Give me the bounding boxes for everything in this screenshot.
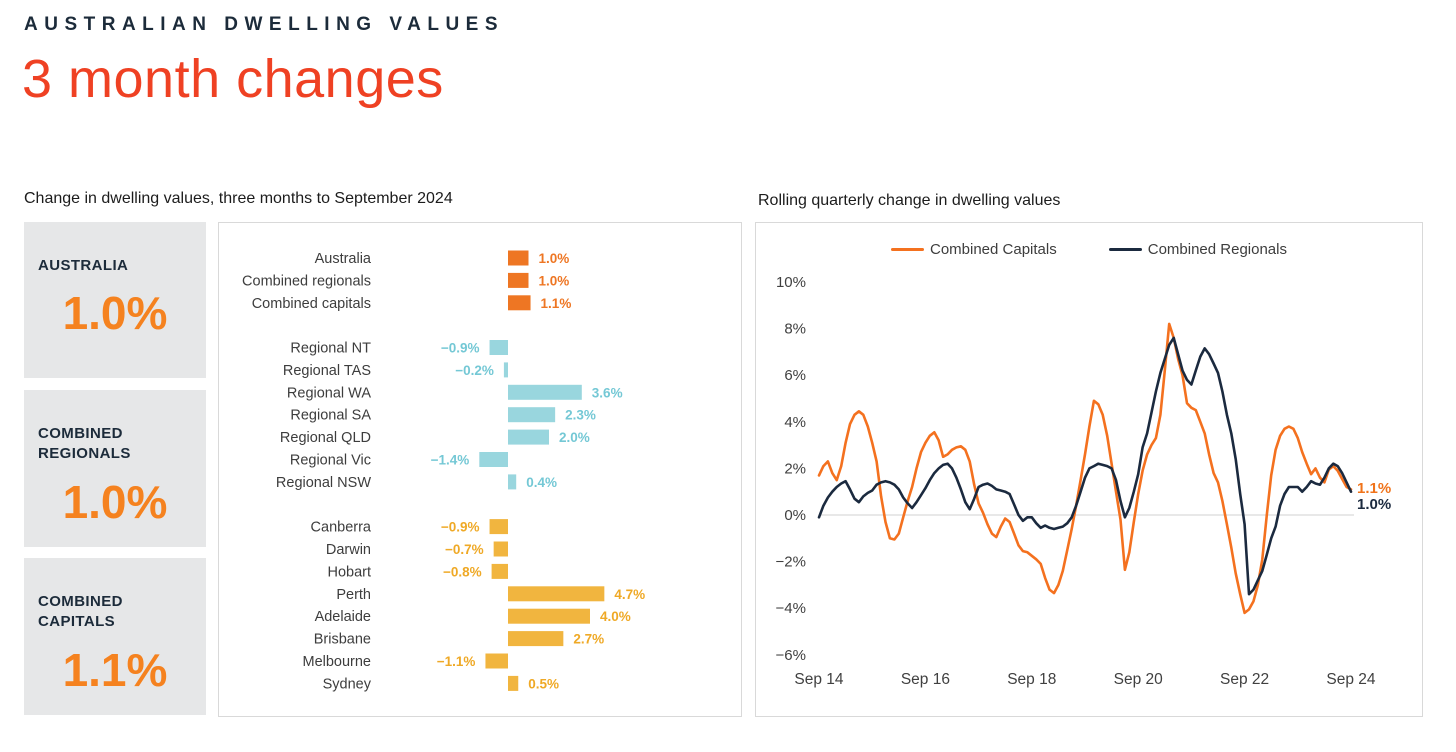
bar-row-label: Sydney	[323, 676, 372, 692]
bar-value-label: −0.7%	[445, 542, 484, 557]
bar	[493, 541, 508, 557]
bar-value-label: 0.4%	[526, 475, 557, 490]
bar	[508, 384, 582, 400]
bar-value-label: 2.0%	[559, 430, 590, 445]
stat-value: 1.1%	[62, 643, 168, 696]
stat-value: 1.0%	[62, 475, 168, 528]
chart-legend: Combined Capitals Combined Regionals	[756, 241, 1422, 258]
bar	[491, 563, 508, 579]
bar-value-label: 1.1%	[541, 296, 572, 311]
bar-row-label: Combined capitals	[252, 296, 371, 312]
bar-row-label: Regional WA	[287, 385, 371, 401]
bar-chart-panel: Australia 1.0% Combined regionals 1.0% Combi…	[218, 222, 742, 717]
line-chart-panel: Combined Capitals Combined Regionals 10%…	[755, 222, 1423, 717]
x-axis-tick-label: Sep 22	[1220, 671, 1269, 688]
bar	[503, 362, 508, 378]
bar-value-label: 1.0%	[539, 251, 570, 266]
bar	[508, 675, 519, 691]
stat-box-combined-capitals: COMBINED CAPITALS 1.1%	[24, 558, 206, 715]
bar	[508, 250, 529, 266]
bar	[479, 452, 508, 467]
bar	[508, 429, 549, 445]
stat-label: AUSTRALIA	[38, 257, 129, 274]
bar-value-label: −1.1%	[437, 654, 476, 669]
combined-regionals-line	[817, 336, 1353, 596]
bar-value-label: 1.0%	[539, 273, 570, 288]
legend-label: Combined Regionals	[1147, 241, 1287, 258]
bar-value-label: −1.4%	[431, 453, 470, 468]
bar-value-label: 3.6%	[592, 385, 623, 400]
regionals-line-swatch-icon	[1108, 248, 1142, 251]
x-axis-tick-label: Sep 18	[1007, 671, 1056, 688]
line-end-label-capitals: 1.1%	[1357, 480, 1392, 497]
bar-row-label: Australia	[315, 251, 372, 267]
x-axis-tick-label: Sep 20	[1114, 671, 1164, 688]
y-axis-tick-label: 2%	[784, 460, 806, 477]
bar-row-label: Regional NSW	[276, 475, 371, 491]
y-axis-tick-label: −6%	[776, 647, 806, 664]
bar	[508, 474, 517, 490]
y-axis-tick-label: 8%	[784, 321, 806, 338]
line-end-label-regionals: 1.0%	[1357, 496, 1392, 513]
bar-row-label: Regional QLD	[280, 430, 371, 446]
stat-box-australia: AUSTRALIA 1.0%	[24, 222, 206, 378]
stat-label: COMBINED REGIONALS	[38, 425, 131, 463]
bar	[489, 519, 508, 535]
bar-row-label: Regional SA	[290, 408, 371, 424]
y-axis-tick-label: 6%	[784, 367, 806, 384]
bar	[508, 586, 605, 602]
bar	[508, 272, 529, 288]
bar-row-label: Regional NT	[290, 341, 371, 357]
bar-row-label: Regional TAS	[283, 363, 371, 379]
line-chart-svg: 10% 8% 6% 4% 2% 0% −2% −4% −6% Sep 14 Sep 16 Sep 18…	[776, 274, 1376, 688]
capitals-line-swatch-icon	[891, 248, 924, 251]
bar	[508, 407, 556, 423]
page-title: 3 month changes	[22, 49, 444, 109]
bar-row-label: Combined regionals	[242, 273, 371, 289]
bar-row-label: Darwin	[326, 542, 371, 558]
x-axis-tick-label: Sep 16	[901, 671, 950, 688]
stat-box-combined-regionals: COMBINED REGIONALS 1.0%	[24, 390, 206, 547]
bar-value-label: 2.3%	[565, 408, 596, 423]
bar-row-label: Adelaide	[315, 609, 371, 625]
y-axis-tick-label: −4%	[776, 600, 806, 617]
bar	[508, 608, 590, 624]
legend-label: Combined Capitals	[930, 241, 1057, 258]
bar-value-label: −0.8%	[443, 564, 482, 579]
bar-value-label: 4.0%	[600, 609, 631, 624]
stat-value: 1.0%	[62, 287, 168, 340]
bar-chart-subtitle: Change in dwelling values, three months …	[24, 190, 453, 207]
page-eyebrow: AUSTRALIAN DWELLING VALUES	[24, 14, 505, 35]
bar-value-label: −0.9%	[441, 341, 480, 356]
x-axis-tick-label: Sep 14	[794, 671, 844, 688]
y-axis-tick-label: 4%	[784, 414, 806, 431]
bar-row-label: Brisbane	[314, 632, 371, 648]
bar-row-label: Hobart	[327, 564, 371, 580]
bar	[489, 340, 508, 355]
bar-value-label: 0.5%	[528, 676, 559, 691]
stat-label: COMBINED CAPITALS	[38, 593, 123, 631]
bar	[508, 631, 564, 647]
bar-value-label: 2.7%	[573, 632, 604, 647]
bar-row-label: Melbourne	[302, 654, 371, 670]
y-axis-tick-label: −2%	[776, 554, 806, 571]
combined-capitals-line	[817, 322, 1353, 615]
legend-item-combined-regionals: Combined Regionals	[1108, 241, 1287, 258]
y-axis-tick-label: 10%	[776, 274, 806, 291]
y-axis-tick-label: 0%	[784, 507, 806, 524]
bar	[485, 653, 508, 669]
bar-value-label: 4.7%	[614, 587, 645, 602]
line-chart-subtitle: Rolling quarterly change in dwelling val…	[758, 192, 1061, 209]
bar-value-label: −0.9%	[441, 520, 480, 535]
legend-item-combined-capitals: Combined Capitals	[891, 241, 1057, 258]
bar-value-label: −0.2%	[455, 363, 494, 378]
bar-chart-svg: Australia 1.0% Combined regionals 1.0% Combi…	[242, 250, 645, 692]
x-axis-tick-label: Sep 24	[1326, 671, 1376, 688]
bar	[508, 295, 531, 311]
bar-row-label: Regional Vic	[290, 453, 371, 469]
bar-row-label: Canberra	[311, 520, 372, 536]
bar-row-label: Perth	[336, 587, 371, 603]
